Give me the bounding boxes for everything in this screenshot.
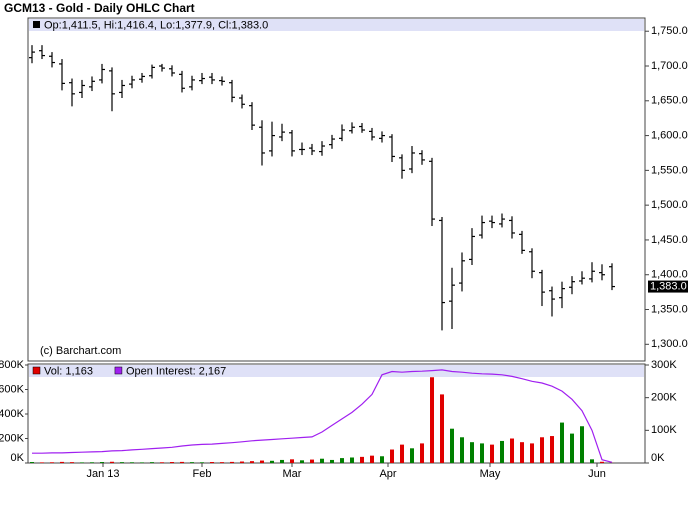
volume-bar	[230, 462, 234, 463]
x-tick-label: Mar	[283, 468, 302, 480]
volume-bar	[190, 462, 194, 463]
y-tick-label: 1,400.0	[651, 269, 688, 281]
volume-bar	[200, 462, 204, 463]
volume-bar	[130, 462, 134, 463]
x-tick-label: Jun	[588, 468, 606, 480]
volume-bar	[80, 462, 84, 463]
y-tick-label: 600K	[0, 383, 25, 395]
volume-bar	[600, 462, 604, 463]
volume-bar	[500, 441, 504, 463]
y-tick-label: 1,550.0	[651, 164, 688, 176]
volume-bar	[100, 462, 104, 463]
y-tick-label: 1,300.0	[651, 338, 688, 350]
volume-bar	[60, 462, 64, 463]
volume-bar	[340, 458, 344, 463]
y-tick-label: 1,750.0	[651, 25, 688, 37]
y-tick-label: 1,600.0	[651, 129, 688, 141]
volume-bar	[540, 437, 544, 463]
y2-tick-label: 0K	[651, 452, 665, 464]
volume-bar	[350, 457, 354, 463]
volume-bar	[510, 439, 514, 464]
volume-bar	[280, 460, 284, 463]
volume-bar	[480, 443, 484, 463]
volume-bar	[220, 462, 224, 463]
last-price-label: 1,383.0	[650, 280, 687, 292]
volume-bar	[140, 462, 144, 463]
volume-bar	[330, 460, 334, 463]
volume-bar	[30, 462, 34, 463]
volume-bar	[370, 456, 374, 463]
volume-bar	[300, 460, 304, 463]
volume-bar	[590, 459, 594, 463]
volume-bar	[360, 457, 364, 463]
volume-bar	[90, 462, 94, 463]
volume-bar	[180, 462, 184, 463]
y-tick-label: 800K	[0, 359, 25, 371]
legend-text: Op:1,411.5, Hi:1,416.4, Lo:1,377.9, Cl:1…	[44, 19, 268, 31]
volume-bar	[120, 462, 124, 463]
volume-bar	[570, 434, 574, 463]
volume-bar	[170, 462, 174, 463]
volume-bar	[440, 394, 444, 463]
y-tick-label: 1,650.0	[651, 95, 688, 107]
volume-bar	[530, 443, 534, 463]
y-tick-label: 1,700.0	[651, 60, 688, 72]
y-tick-label: 400K	[0, 408, 25, 420]
volume-bar	[380, 456, 384, 463]
volume-bar	[270, 461, 274, 463]
y2-tick-label: 200K	[651, 392, 677, 404]
volume-bar	[580, 426, 584, 463]
y-tick-label: 0K	[11, 452, 25, 464]
y-tick-label: 1,450.0	[651, 234, 688, 246]
volume-bar	[250, 461, 254, 463]
legend-swatch	[33, 367, 40, 374]
volume-bar	[490, 445, 494, 463]
x-tick-label: Apr	[379, 468, 396, 480]
y-tick-label: 1,500.0	[651, 199, 688, 211]
volume-bar	[410, 448, 414, 463]
volume-bar	[550, 436, 554, 463]
volume-bar	[310, 460, 314, 463]
volume-bar	[50, 462, 54, 463]
volume-bar	[210, 462, 214, 463]
volume-bar	[40, 462, 44, 463]
volume-bar	[470, 442, 474, 463]
volume-bar	[320, 459, 324, 463]
volume-bar	[400, 445, 404, 463]
volume-legend: Vol: 1,163 Open Interest: 2,167	[33, 365, 226, 377]
x-tick-label: May	[480, 468, 501, 480]
volume-bar	[290, 459, 294, 463]
volume-bar	[240, 462, 244, 463]
volume-bar	[160, 462, 164, 463]
volume-bar	[430, 377, 434, 463]
volume-bar	[560, 423, 564, 463]
legend-label: Open Interest: 2,167	[126, 365, 226, 377]
annotation: (c) Barchart.com	[40, 345, 121, 357]
volume-bar	[110, 462, 114, 463]
chart-title: GCM13 - Gold - Daily OHLC Chart	[4, 1, 195, 15]
volume-bar	[260, 461, 264, 463]
x-tick-label: Jan 13	[86, 468, 119, 480]
legend-label: Vol: 1,163	[44, 365, 93, 377]
volume-bar	[450, 429, 454, 463]
volume-bar	[420, 443, 424, 463]
volume-bar	[460, 437, 464, 463]
y-tick-label: 200K	[0, 432, 25, 444]
volume-bar	[520, 442, 524, 463]
volume-bar	[390, 450, 394, 463]
legend-swatch	[33, 21, 40, 28]
volume-bar	[70, 462, 74, 463]
y2-tick-label: 300K	[651, 359, 677, 371]
y-tick-label: 1,350.0	[651, 303, 688, 315]
y2-tick-label: 100K	[651, 424, 677, 436]
legend-swatch	[115, 367, 122, 374]
x-tick-label: Feb	[193, 468, 212, 480]
volume-bar	[150, 462, 154, 463]
